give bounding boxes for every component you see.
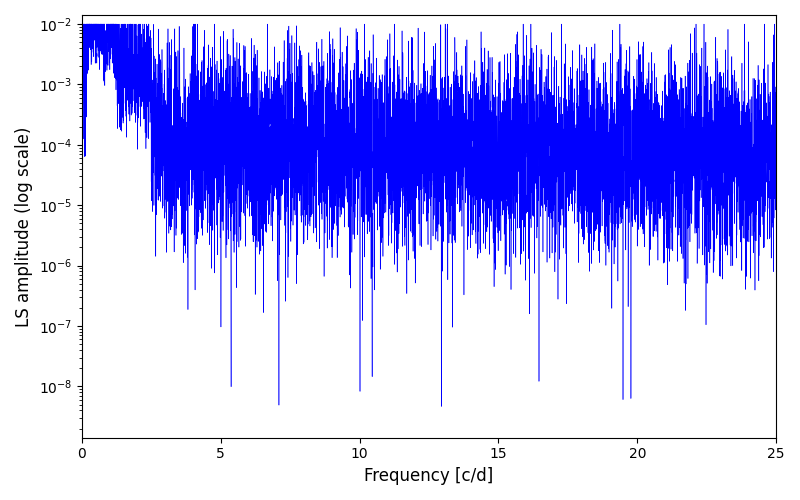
Y-axis label: LS amplitude (log scale): LS amplitude (log scale) bbox=[15, 126, 33, 326]
X-axis label: Frequency [c/d]: Frequency [c/d] bbox=[364, 467, 494, 485]
